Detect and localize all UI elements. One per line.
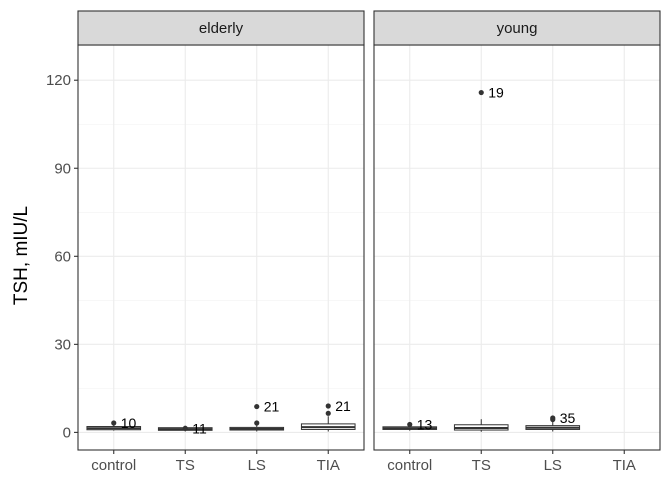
outlier-point [182,425,188,431]
box-young-LS: 35 [525,410,581,432]
panels-layer: 10 11 21 21 elderly control TS LS TIA 13 19 35 young… [77,10,661,474]
panel-elderly: 10 11 21 21 elderly control TS LS TIA [77,10,365,474]
box-elderly-LS: 21 [229,399,285,432]
strip-background [373,10,661,46]
outlier-point [550,416,556,423]
x-tick-label: TIA [317,457,340,474]
outlier-point [254,403,260,410]
outlier-label: 11 [192,420,207,436]
y-axis: 0 30 60 90 120 [46,72,78,441]
x-tick-label: TIA [613,457,636,474]
x-tick-label: control [387,457,432,474]
box-young-TS: 19 [453,85,509,432]
panel-background [374,45,660,450]
outlier-point [325,403,331,409]
outlier-point [111,420,117,426]
outlier-point [254,420,260,426]
y-tick-label: 120 [46,72,71,89]
x-tick-label: TS [176,457,195,474]
outlier-point [325,410,331,416]
outlier-label: 10 [121,415,137,431]
panel-young: 13 19 35 young control TS LS TIA [373,10,661,474]
box-elderly-control: 10 [86,415,142,431]
y-tick-label: 90 [54,160,71,177]
strip-background [77,10,365,46]
strip-label: young [497,20,538,37]
box-elderly-TS: 11 [157,420,213,436]
x-tick-label: control [91,457,136,474]
outlier-label: 35 [560,410,576,426]
y-axis-title: TSH, mIU/L [11,206,32,305]
x-tick-label: LS [248,457,266,474]
y-tick-label: 30 [54,336,71,353]
box-elderly-TIA: 21 [300,398,356,432]
panel-background [78,45,364,450]
outlier-label: 19 [488,85,504,101]
x-tick-label: TS [472,457,491,474]
y-tick-label: 60 [54,248,71,265]
outlier-point [478,89,484,96]
outlier-point [407,421,413,428]
outlier-label: 13 [417,416,433,432]
box-young-control: 13 [382,416,438,432]
outlier-label: 21 [335,398,351,414]
outlier-label: 21 [264,399,280,415]
strip-label: elderly [199,20,244,37]
x-tick-label: LS [544,457,562,474]
y-tick-label: 0 [63,424,71,441]
